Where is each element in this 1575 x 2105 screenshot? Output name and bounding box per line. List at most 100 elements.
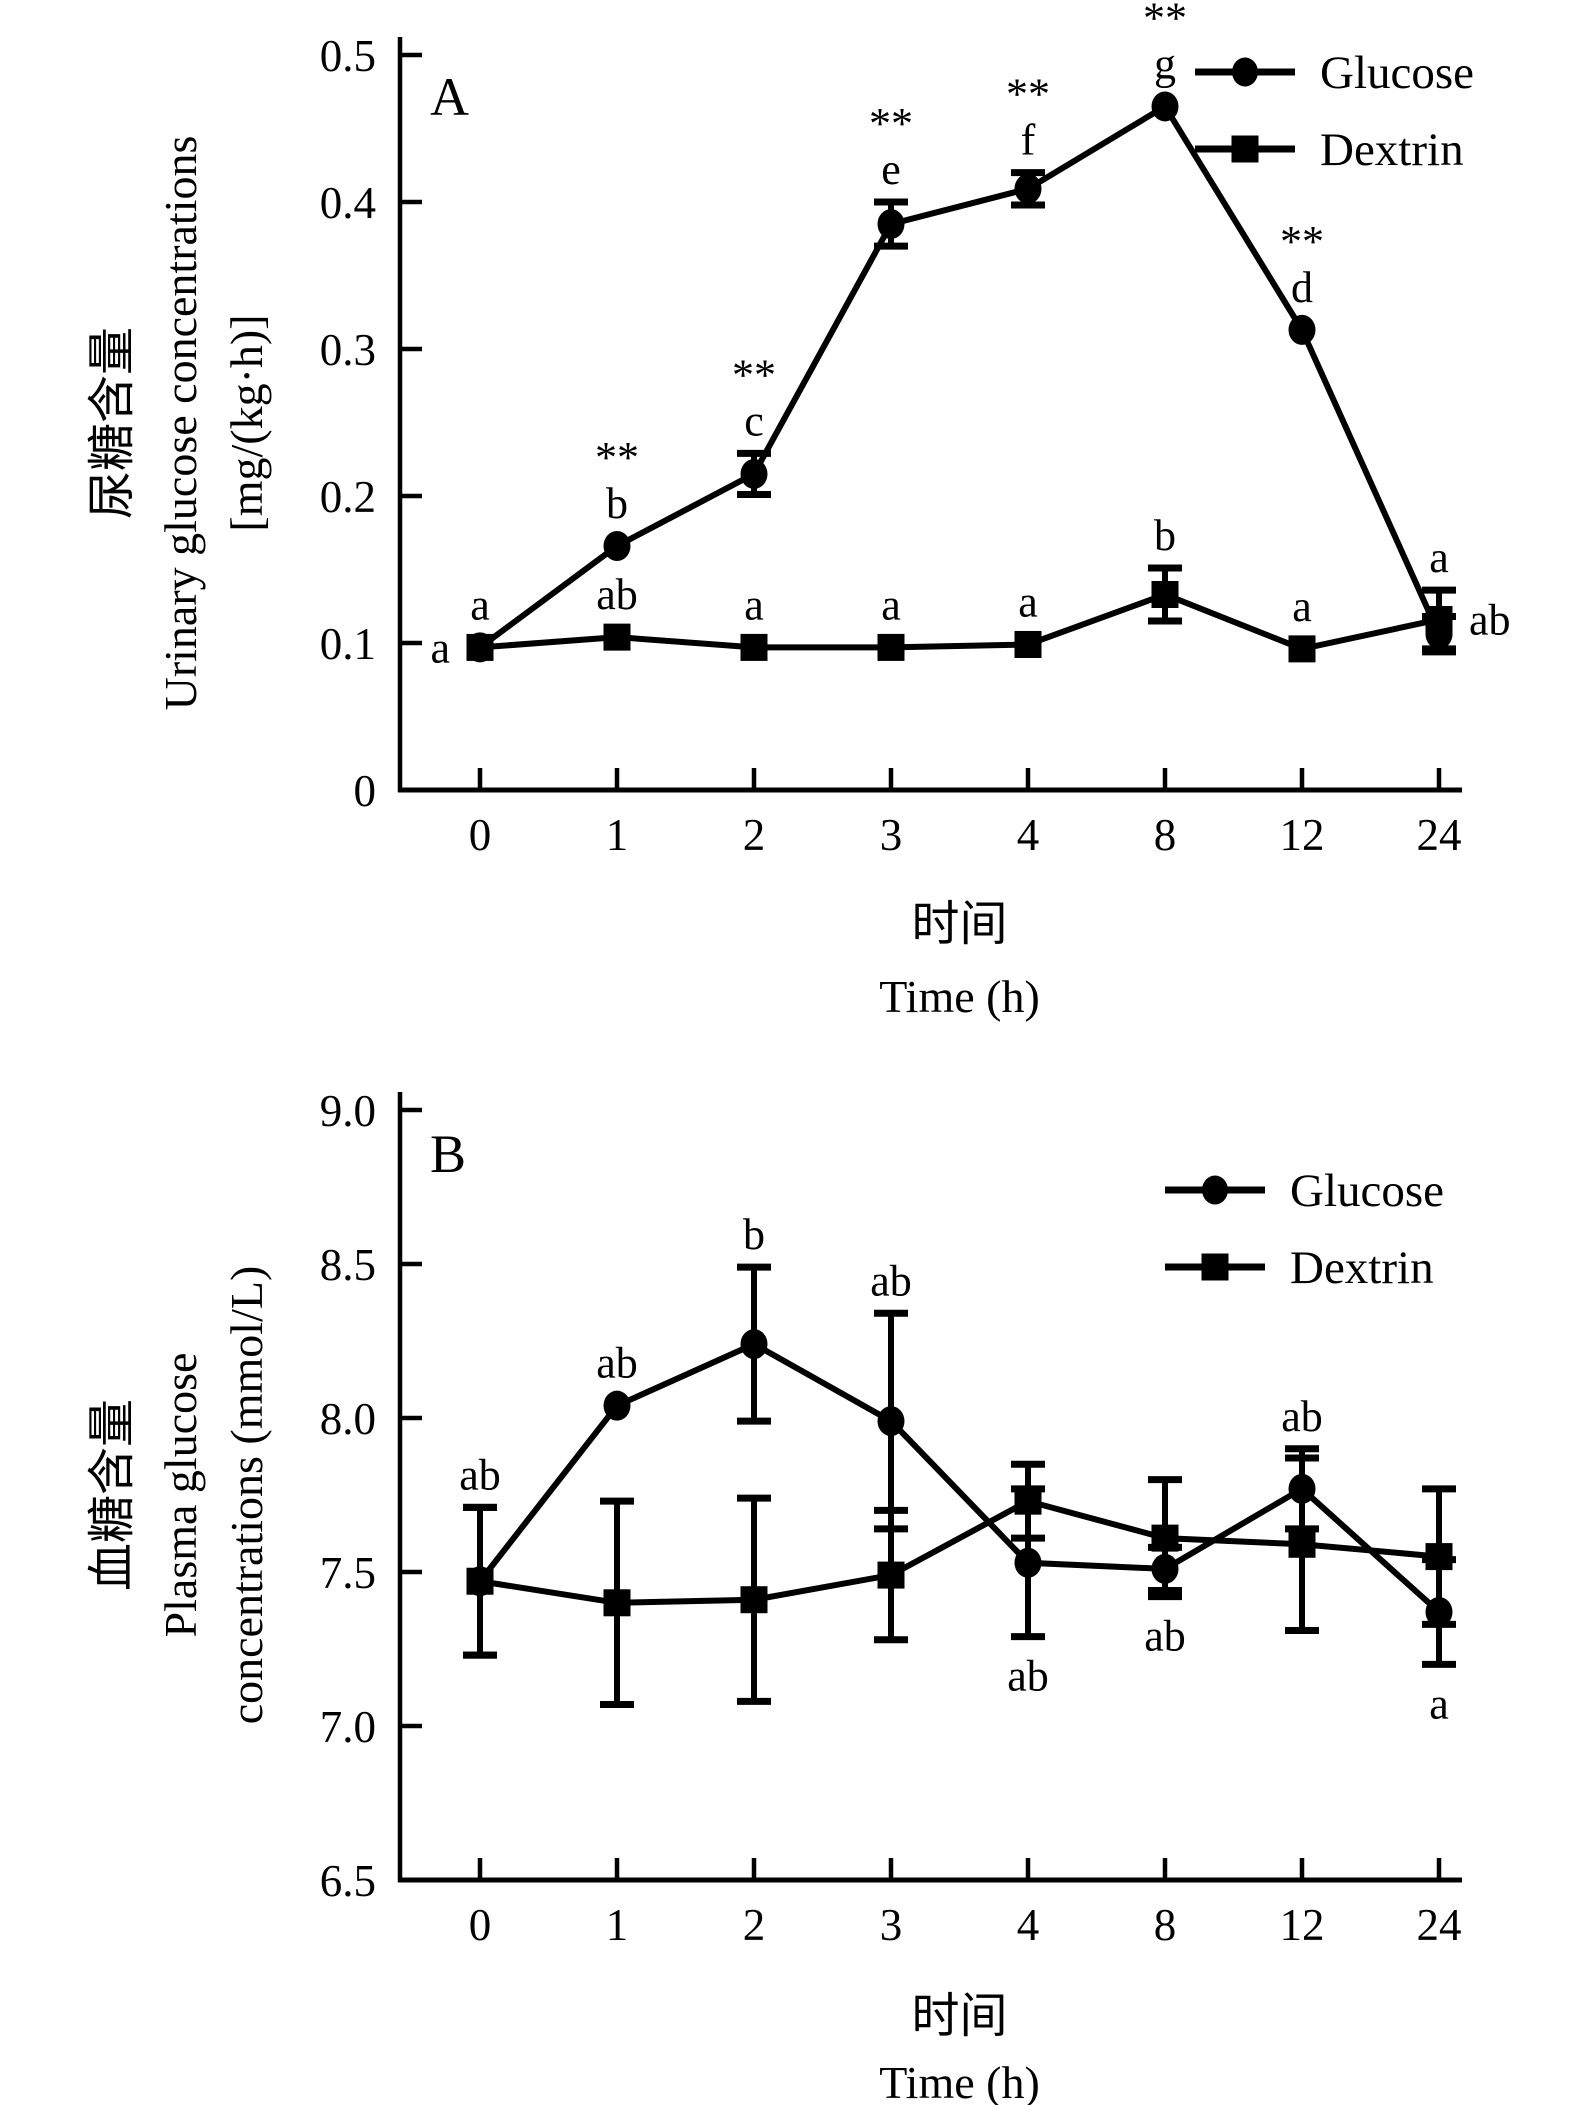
data-point-glucose: [603, 1390, 631, 1421]
x-tick-label: 1: [606, 810, 629, 860]
point-label: a: [1429, 533, 1449, 582]
y-axis-title-cn: 血糖含量: [86, 1399, 139, 1591]
y-tick-label: 0.4: [320, 178, 376, 228]
legend-item-dextrin: Dextrin: [1165, 1242, 1434, 1294]
legend: Glucose Dextrin: [1195, 47, 1474, 176]
point-label: b: [606, 479, 628, 528]
legend-label: Glucose: [1290, 1165, 1444, 1217]
data-point-glucose: [740, 1329, 768, 1360]
y-tick-label: 8.5: [320, 1240, 376, 1290]
x-tick-label: 8: [1154, 810, 1177, 860]
data-point-dextrin: [1288, 1530, 1316, 1558]
point-label: g: [1154, 39, 1176, 88]
legend-label: Dextrin: [1320, 124, 1464, 176]
x-axis-title-cn: 时间: [911, 898, 1007, 951]
point-label: **: [1280, 217, 1324, 266]
point-label: d: [1291, 263, 1313, 312]
data-point-glucose: [877, 209, 905, 240]
point-label: a: [470, 580, 490, 629]
legend-marker-circle: [1202, 1175, 1228, 1205]
y-tick-label: 7.0: [320, 1702, 376, 1752]
point-label: f: [1021, 116, 1036, 165]
y-tick-label: 0.1: [320, 619, 376, 669]
x-tick-label: 4: [1017, 810, 1040, 860]
x-tick-label: 3: [880, 810, 903, 860]
legend-marker-square: [1201, 1253, 1229, 1281]
point-label: ab: [870, 1256, 912, 1305]
point-label: ab: [596, 1339, 638, 1388]
x-axis-title-cn: 时间: [911, 1990, 1007, 2043]
y-axis-title-cn: 尿糖含量: [86, 327, 139, 519]
data-point-glucose: [1425, 1597, 1453, 1628]
y-axis-title-unit: concentrations (mmol/L): [221, 1266, 272, 1725]
y-tick-label: 0.5: [320, 31, 376, 81]
point-label: b: [743, 1210, 765, 1259]
y-tick-label: 0: [354, 766, 377, 816]
x-tick-label: 8: [1154, 1900, 1177, 1950]
legend-item-dextrin: Dextrin: [1195, 124, 1464, 176]
panel-letter: B: [430, 1124, 466, 1184]
point-label: ab: [1007, 1652, 1049, 1701]
x-tick-label: 2: [743, 1900, 766, 1950]
x-tick-label: 3: [880, 1900, 903, 1950]
data-point-dextrin: [740, 1586, 768, 1614]
data-point-dextrin: [603, 1589, 631, 1617]
data-point-dextrin: [1014, 1487, 1042, 1515]
x-axis-title-en: Time (h): [879, 2057, 1040, 2105]
point-label: ab: [1144, 1612, 1186, 1661]
data-point-glucose: [1014, 1547, 1042, 1578]
data-point-dextrin: [877, 1561, 905, 1589]
point-label: ab: [596, 570, 638, 619]
point-label: a: [430, 623, 450, 672]
point-label: a: [1018, 577, 1038, 626]
legend-label: Glucose: [1320, 47, 1474, 99]
point-label: **: [1006, 70, 1050, 119]
x-tick-label: 24: [1417, 810, 1462, 860]
data-point-glucose: [1288, 1473, 1316, 1504]
x-tick-label: 0: [469, 1900, 492, 1950]
y-axis-title-en: Plasma glucose: [155, 1353, 206, 1638]
data-point-glucose: [1151, 1553, 1179, 1584]
data-point-glucose: [603, 530, 631, 561]
data-point-glucose: [740, 458, 768, 489]
y-axis-title-unit: [mg/(kg·h)]: [221, 314, 272, 531]
data-point-dextrin: [466, 1567, 494, 1595]
legend: Glucose Dextrin: [1165, 1165, 1444, 1294]
data-point-dextrin: [1425, 1543, 1453, 1571]
series-line-glucose: [478, 102, 1442, 650]
data-point-dextrin: [1288, 635, 1316, 663]
point-label: a: [744, 580, 764, 629]
y-tick-label: 7.5: [320, 1548, 376, 1598]
point-label: **: [1143, 0, 1187, 42]
panel-letter: A: [430, 67, 469, 127]
data-point-glucose: [1288, 314, 1316, 345]
series-line-dextrin: [479, 1497, 1440, 1606]
point-label: ab: [459, 1450, 501, 1499]
data-point-glucose: [1151, 91, 1179, 122]
point-label: a: [1429, 1679, 1449, 1728]
point-label: ab: [1469, 595, 1511, 644]
y-axis-title-en: Urinary glucose concentrations: [155, 136, 206, 711]
legend-marker-square: [1231, 135, 1259, 163]
point-label: e: [881, 145, 901, 194]
series-line-dextrin: [479, 591, 1440, 653]
x-tick-label: 4: [1017, 1900, 1040, 1950]
legend-item-glucose: Glucose: [1195, 47, 1474, 99]
point-label: b: [1154, 511, 1176, 560]
x-tick-label: 12: [1280, 810, 1325, 860]
y-tick-label: 9.0: [320, 1086, 376, 1136]
data-point-glucose: [877, 1406, 905, 1437]
y-tick-label: 6.5: [320, 1856, 376, 1906]
y-tick-label: 8.0: [320, 1394, 376, 1444]
data-point-dextrin: [1151, 580, 1179, 608]
x-tick-label: 12: [1280, 1900, 1325, 1950]
x-axis-title-en: Time (h): [879, 971, 1040, 1022]
legend-marker-circle: [1232, 57, 1258, 87]
data-point-glucose: [1014, 173, 1042, 204]
data-point-dextrin: [466, 633, 494, 661]
legend-item-glucose: Glucose: [1165, 1165, 1444, 1217]
point-label: a: [1292, 582, 1312, 631]
